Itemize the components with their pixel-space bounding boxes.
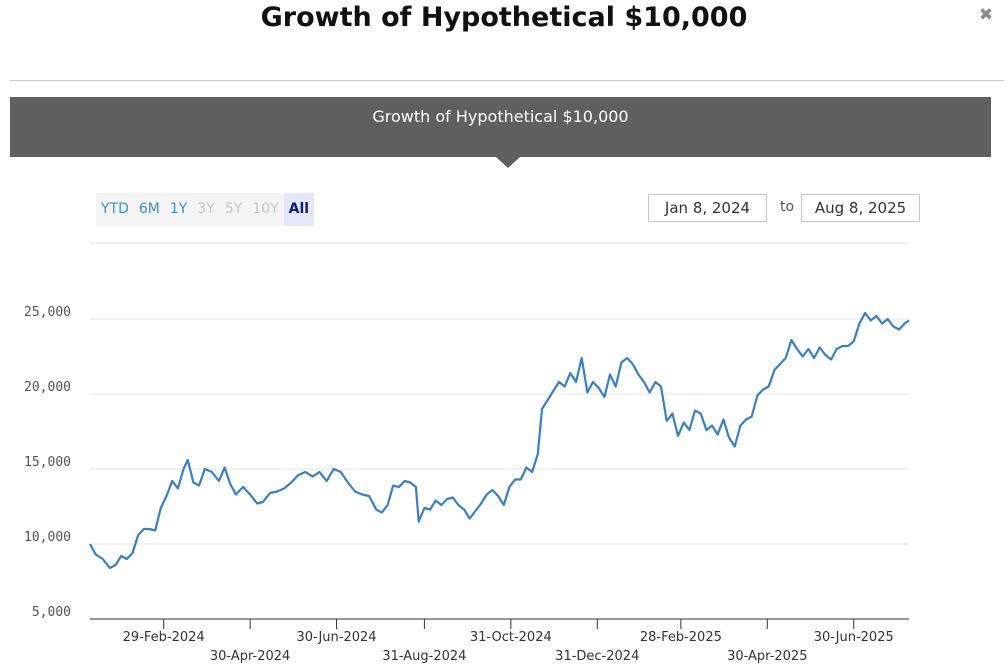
x-tick-label: 31-Dec-2024 — [555, 649, 639, 664]
range-button-1y[interactable]: 1Y — [169, 201, 188, 217]
banner-arrow — [496, 157, 520, 168]
range-button-5y: 5Y — [224, 201, 243, 217]
x-tick-label: 29-Feb-2024 — [123, 630, 205, 645]
to-label: to — [780, 199, 795, 215]
chart-banner: Growth of Hypothetical $10,000 — [10, 97, 991, 168]
y-tick-label: 5,000 — [32, 605, 71, 620]
x-tick-label: 31-Aug-2024 — [382, 649, 466, 664]
range-button-6m[interactable]: 6M — [138, 201, 160, 217]
close-icon[interactable]: ✖ — [978, 5, 994, 25]
y-tick-label: 15,000 — [24, 455, 71, 470]
x-tick-label: 28-Feb-2025 — [640, 630, 722, 645]
x-tick-label: 30-Jun-2025 — [814, 630, 894, 645]
y-tick-label: 25,000 — [24, 305, 71, 320]
y-tick-label: 10,000 — [24, 530, 71, 545]
range-button-3y: 3Y — [197, 201, 215, 217]
header-divider — [10, 80, 1004, 81]
to-date-input[interactable]: Aug 8, 2025 — [801, 194, 920, 222]
banner-title: Growth of Hypothetical $10,000 — [372, 107, 629, 126]
range-button-ytd[interactable]: YTD — [101, 201, 129, 217]
range-button-10y: 10Y — [252, 201, 279, 217]
x-tick-label: 30-Jun-2024 — [297, 630, 377, 645]
x-tick-label: 31-Oct-2024 — [470, 630, 552, 645]
x-tick-label: 30-Apr-2024 — [210, 649, 290, 664]
x-tick-label: 30-Apr-2025 — [727, 649, 807, 664]
modal-title: Growth of Hypothetical $10,000 — [260, 2, 748, 33]
y-tick-label: 20,000 — [24, 380, 71, 395]
from-date-input[interactable]: Jan 8, 2024 — [648, 194, 767, 222]
range-selector: YTD 6M 1Y 3Y 5Y 10Y All — [96, 193, 315, 226]
range-button-all[interactable]: All — [283, 193, 315, 226]
series-line — [89, 311, 910, 570]
